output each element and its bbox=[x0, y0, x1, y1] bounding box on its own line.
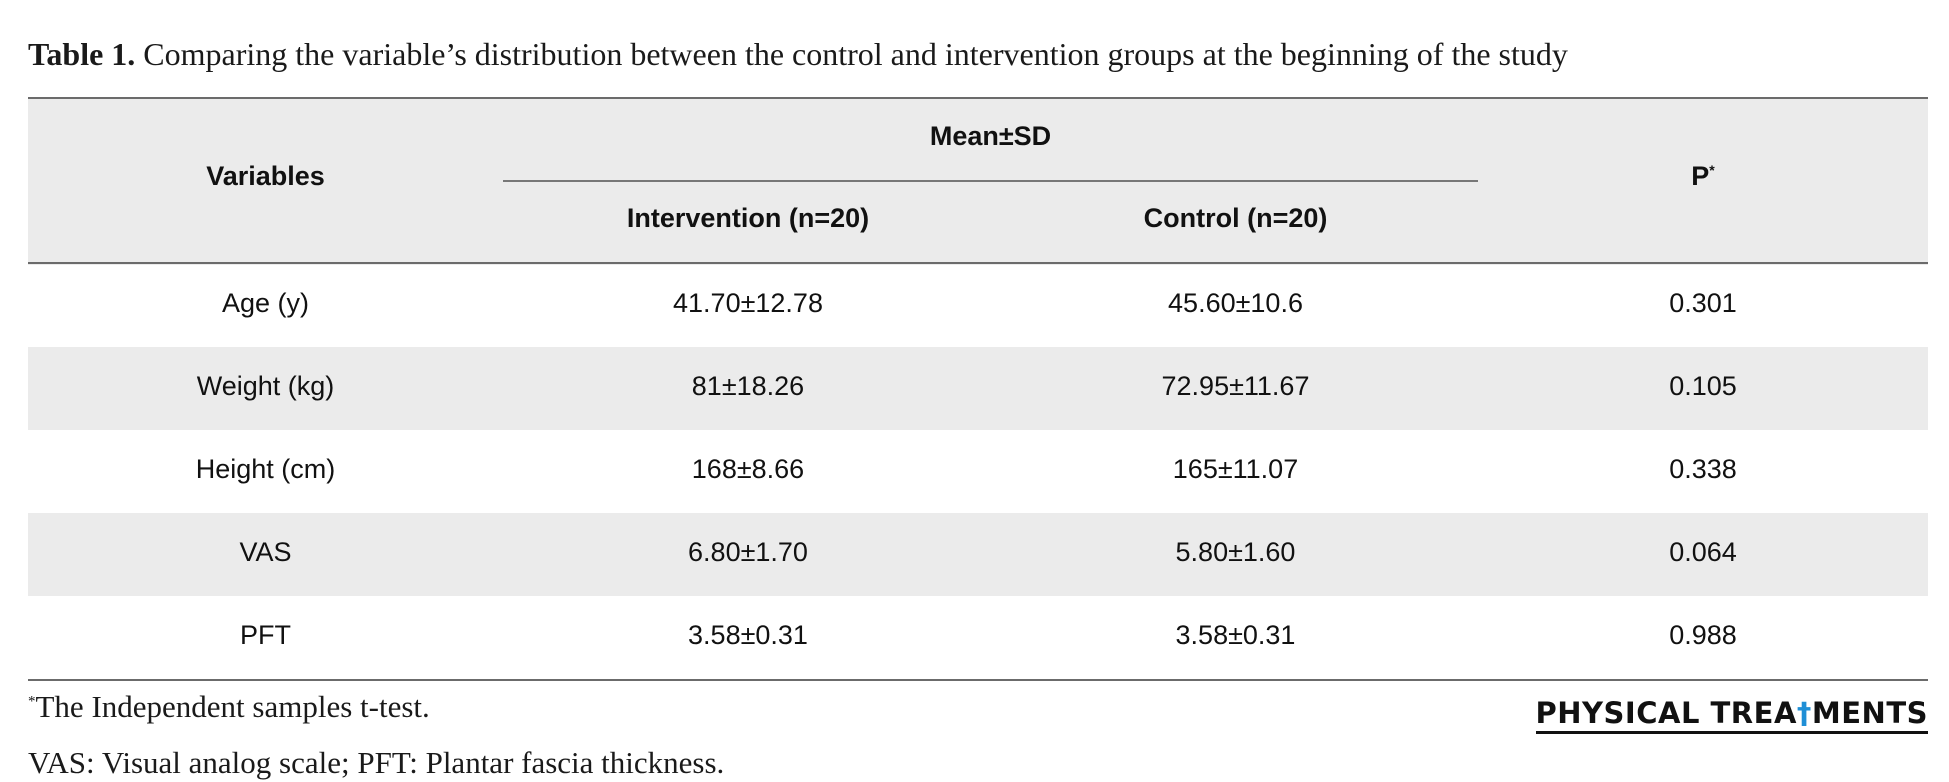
logo-text-end: MENTS bbox=[1811, 696, 1928, 730]
logo-text-start: PHYSICAL TREA bbox=[1535, 696, 1797, 730]
cell-control: 3.58±0.31 bbox=[1175, 620, 1296, 650]
journal-logo: PHYSICAL TREA†MENTS bbox=[1535, 696, 1928, 734]
cell-control: 165±11.07 bbox=[1172, 454, 1299, 484]
footnote-test: *The Independent samples t-test. bbox=[28, 689, 430, 725]
footnote-marker: * bbox=[28, 693, 36, 710]
header-p-marker: * bbox=[1709, 162, 1715, 178]
caption-label: Table 1. bbox=[28, 36, 136, 72]
table-row: Age (y) 41.70±12.78 45.60±10.6 0.301 bbox=[28, 264, 1928, 347]
cell-p-value: 0.988 bbox=[1669, 620, 1737, 650]
cell-variable: Weight (kg) bbox=[196, 371, 335, 401]
table-header: Variables Mean±SD Intervention (n=20) Co… bbox=[28, 99, 1928, 265]
cell-intervention: 3.58±0.31 bbox=[688, 620, 808, 650]
table-bottom-rule bbox=[28, 679, 1928, 681]
footnote-abbreviations: VAS: Visual analog scale; PFT: Plantar f… bbox=[28, 745, 725, 780]
cell-intervention: 168±8.66 bbox=[691, 454, 805, 484]
header-group-rule bbox=[503, 180, 1478, 182]
header-control: Control (n=20) bbox=[1143, 203, 1328, 233]
cell-variable: Height (cm) bbox=[195, 454, 336, 484]
cell-variable: VAS bbox=[239, 537, 292, 567]
cell-p-value: 0.105 bbox=[1669, 371, 1737, 401]
header-variables: Variables bbox=[206, 161, 325, 191]
footnote-test-text: The Independent samples t-test. bbox=[35, 689, 430, 724]
header-p-label: P bbox=[1691, 161, 1710, 191]
cell-p-value: 0.338 bbox=[1669, 454, 1737, 484]
cell-p-value: 0.301 bbox=[1669, 288, 1737, 318]
header-intervention: Intervention (n=20) bbox=[626, 203, 870, 233]
cell-p-value: 0.064 bbox=[1669, 537, 1737, 567]
cell-intervention: 41.70±12.78 bbox=[673, 288, 823, 318]
cell-intervention: 6.80±1.70 bbox=[688, 537, 808, 567]
cell-variable: Age (y) bbox=[221, 288, 310, 318]
header-p-value: P* bbox=[1478, 161, 1928, 192]
table-header-rule bbox=[28, 262, 1928, 264]
logo-figure-icon: † bbox=[1796, 696, 1812, 730]
table-row: Weight (kg) 81±18.26 72.95±11.67 0.105 bbox=[28, 347, 1928, 430]
cell-control: 5.80±1.60 bbox=[1175, 537, 1296, 567]
header-mean-sd: Mean±SD bbox=[929, 121, 1052, 151]
cell-variable: PFT bbox=[240, 620, 291, 650]
cell-control: 72.95±11.67 bbox=[1161, 371, 1310, 401]
table-caption: Table 1. Comparing the variable’s distri… bbox=[28, 36, 1568, 73]
table-row: VAS 6.80±1.70 5.80±1.60 0.064 bbox=[28, 513, 1928, 596]
caption-text: Comparing the variable’s distribution be… bbox=[143, 36, 1568, 72]
cell-control: 45.60±10.6 bbox=[1168, 288, 1303, 318]
table-row: Height (cm) 168±8.66 165±11.07 0.338 bbox=[28, 430, 1928, 513]
table-top-rule bbox=[28, 97, 1928, 99]
cell-intervention: 81±18.26 bbox=[691, 371, 805, 401]
table-row: PFT 3.58±0.31 3.58±0.31 0.988 bbox=[28, 596, 1928, 679]
